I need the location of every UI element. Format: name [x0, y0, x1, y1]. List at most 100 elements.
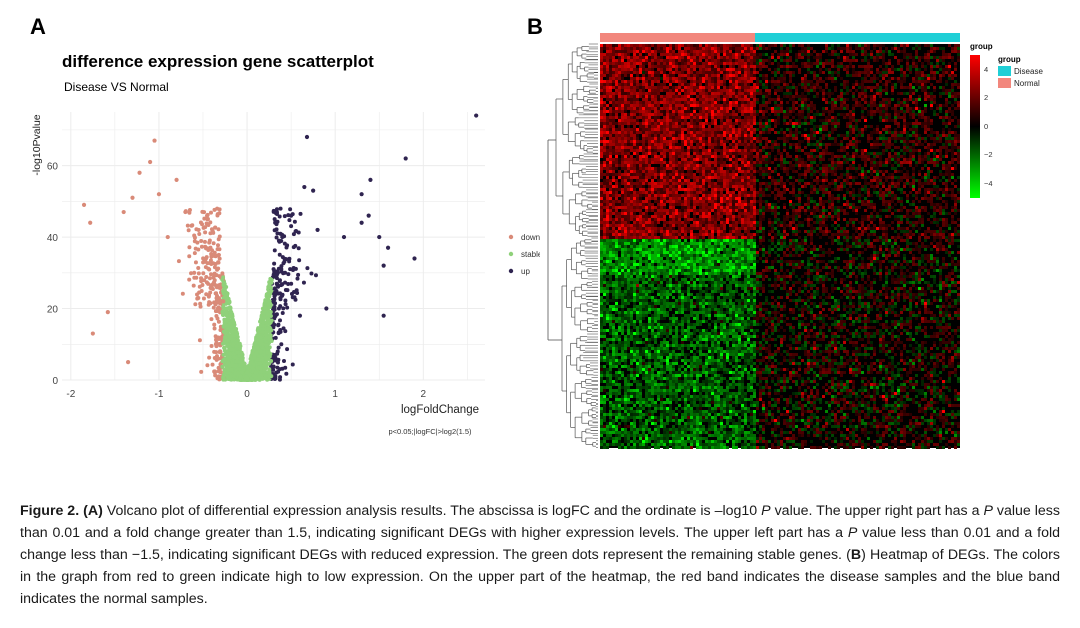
heatmap-cell [615, 62, 618, 65]
heatmap-cell [615, 98, 618, 101]
heatmap-cell [696, 98, 699, 101]
heatmap-cell [801, 77, 804, 80]
heatmap-cell [735, 95, 738, 98]
heatmap-cell [666, 107, 669, 110]
heatmap-cell [735, 101, 738, 104]
heatmap-cell [732, 92, 735, 95]
heatmap-cell [807, 104, 810, 107]
heatmap-cell [639, 95, 642, 98]
heatmap-cell [693, 113, 696, 116]
heatmap-cell [639, 77, 642, 80]
heatmap-cell [855, 89, 858, 92]
heatmap-cell [615, 92, 618, 95]
row-dendrogram [547, 43, 598, 448]
heatmap-cell [612, 110, 615, 113]
heatmap-cell [867, 71, 870, 74]
heatmap-cell [846, 107, 849, 110]
heatmap-cell [828, 59, 831, 62]
heatmap-cell [957, 44, 960, 47]
heatmap-cell [600, 71, 603, 74]
heatmap-cell [921, 89, 924, 92]
heatmap-cell [651, 101, 654, 104]
heatmap-cell [699, 110, 702, 113]
heatmap-cell [768, 89, 771, 92]
heatmap-cell [825, 47, 828, 50]
heatmap-cell [624, 71, 627, 74]
heatmap-cell [711, 56, 714, 59]
heatmap-cell [765, 110, 768, 113]
heatmap-cell [747, 92, 750, 95]
heatmap-cell [651, 95, 654, 98]
heatmap-cell [846, 71, 849, 74]
heatmap-cell [825, 98, 828, 101]
heatmap-cell [747, 104, 750, 107]
heatmap-cell [801, 53, 804, 56]
heatmap-cell [840, 62, 843, 65]
heatmap-cell [615, 71, 618, 74]
heatmap-cell [807, 50, 810, 53]
heatmap-cell [669, 50, 672, 53]
heatmap-cell [903, 44, 906, 47]
heatmap-cell [666, 65, 669, 68]
heatmap-cell [801, 44, 804, 47]
heatmap-cell [855, 47, 858, 50]
heatmap-cell [669, 104, 672, 107]
heatmap-cell [912, 92, 915, 95]
heatmap-cell [870, 89, 873, 92]
heatmap-cell [852, 83, 855, 86]
heatmap-cell [864, 89, 867, 92]
heatmap-cell [783, 86, 786, 89]
heatmap-cell [726, 77, 729, 80]
heatmap-cell [609, 71, 612, 74]
heatmap-cell [615, 104, 618, 107]
heatmap-cell [735, 47, 738, 50]
heatmap-cell [744, 80, 747, 83]
heatmap-cell [825, 62, 828, 65]
heatmap-cell [654, 98, 657, 101]
heatmap-cell [810, 80, 813, 83]
heatmap-cell [651, 110, 654, 113]
heatmap-cell [927, 92, 930, 95]
heatmap-cell [882, 104, 885, 107]
heatmap-cell [657, 110, 660, 113]
heatmap-cell [630, 56, 633, 59]
heatmap-cell [642, 95, 645, 98]
heatmap-cell [864, 71, 867, 74]
heatmap-cell [753, 65, 756, 68]
heatmap-cell [777, 86, 780, 89]
heatmap-cell [732, 89, 735, 92]
heatmap-cell [807, 44, 810, 47]
heatmap-cell [747, 83, 750, 86]
heatmap-cell [738, 98, 741, 101]
heatmap-cell [759, 59, 762, 62]
heatmap-cell [687, 89, 690, 92]
heatmap-cell [714, 74, 717, 77]
heatmap-cell [687, 47, 690, 50]
heatmap-cell [777, 110, 780, 113]
heatmap-cell [606, 89, 609, 92]
heatmap-cell [855, 74, 858, 77]
heatmap-cell [762, 62, 765, 65]
heatmap-cell [600, 89, 603, 92]
heatmap-cell [789, 74, 792, 77]
heatmap-cell [912, 86, 915, 89]
heatmap-cell [678, 74, 681, 77]
heatmap-cell [921, 62, 924, 65]
heatmap-cell [915, 107, 918, 110]
heatmap-cell [678, 56, 681, 59]
heatmap-cell [621, 83, 624, 86]
heatmap-cell [663, 47, 666, 50]
heatmap-cell [717, 113, 720, 116]
heatmap-cell [726, 47, 729, 50]
heatmap-cell [879, 110, 882, 113]
heatmap-cell [705, 101, 708, 104]
column-annotation-band [600, 33, 960, 42]
heatmap-cell [879, 44, 882, 47]
heatmap-cell [606, 59, 609, 62]
heatmap-cell [921, 86, 924, 89]
heatmap-cell [828, 74, 831, 77]
heatmap-cell [924, 68, 927, 71]
heatmap-cell [678, 92, 681, 95]
heatmap-cell [684, 56, 687, 59]
heatmap-cell [705, 53, 708, 56]
